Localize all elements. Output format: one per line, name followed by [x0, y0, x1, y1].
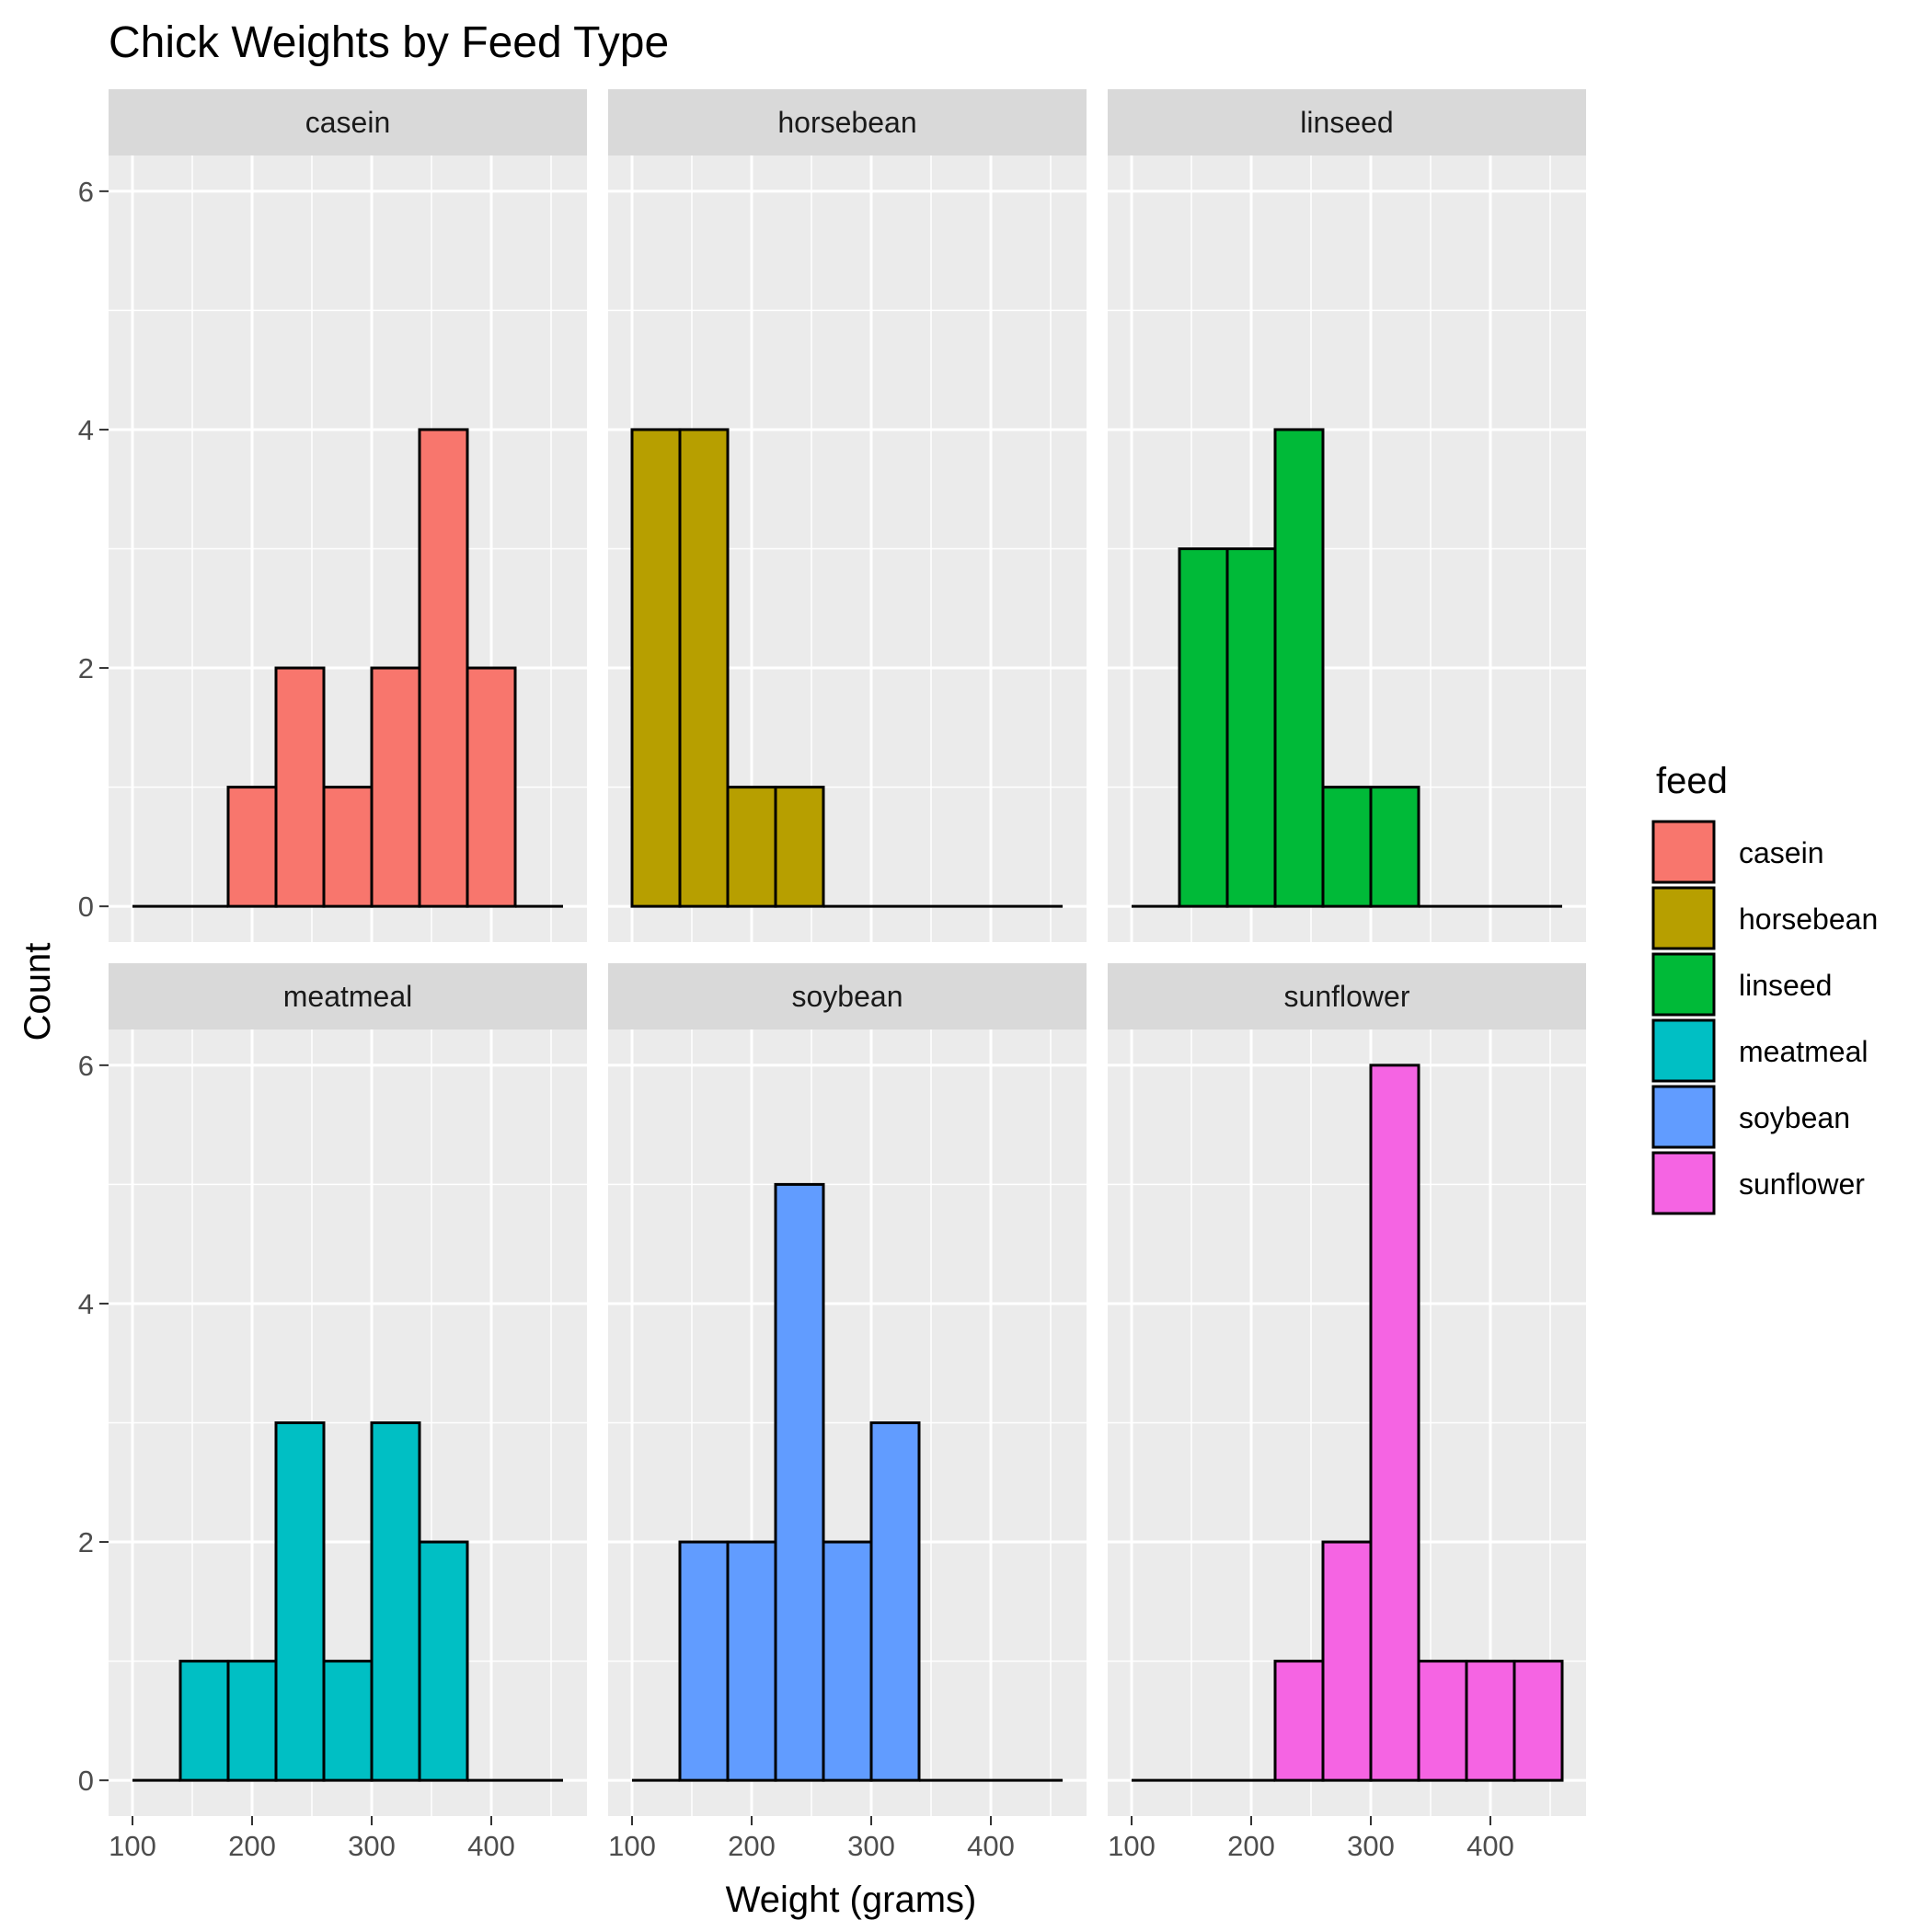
x-tick-labels: 100 200 300 400 100 200 300 400 100 200 300 400	[109, 1816, 1514, 1862]
histogram-bar	[1321, 1540, 1373, 1782]
x-tick-label: 200	[1227, 1830, 1275, 1862]
facet-strip-label: casein	[305, 106, 391, 139]
histogram-bar	[1273, 428, 1325, 908]
histogram-bar	[274, 1421, 326, 1782]
histogram-bar	[774, 1182, 825, 1782]
legend-label-meatmeal: meatmeal	[1739, 1035, 1869, 1068]
legend-label-horsebean: horsebean	[1739, 903, 1878, 936]
histogram-bar	[678, 1540, 730, 1782]
histogram-bar	[1178, 547, 1229, 908]
facet-strip	[1108, 89, 1586, 155]
y-tick-label: 0	[78, 891, 94, 923]
x-tick-label: 300	[348, 1830, 396, 1862]
histogram-bar	[630, 428, 682, 908]
legend-key-soybean	[1651, 1085, 1716, 1149]
histogram-bar	[418, 428, 469, 908]
x-tick-label: 300	[1347, 1830, 1395, 1862]
legend-key-horsebean	[1651, 886, 1716, 950]
histogram-bar	[774, 786, 825, 908]
histogram-bar	[226, 786, 278, 908]
facet-strip	[608, 89, 1087, 155]
x-tick-label: 300	[847, 1830, 895, 1862]
histogram-bar	[1465, 1660, 1516, 1782]
histogram-bar	[678, 428, 730, 908]
histogram-bar	[1225, 547, 1277, 908]
y-tick-label: 2	[78, 1526, 94, 1558]
histogram-bar	[1369, 1064, 1420, 1782]
facet-strip	[109, 89, 587, 155]
histogram-bar	[1512, 1660, 1564, 1782]
y-tick-label: 6	[78, 1050, 94, 1082]
histogram-bar	[1321, 786, 1373, 908]
histogram-bar	[370, 666, 421, 908]
histogram-bar	[322, 786, 374, 908]
histogram-bar	[178, 1660, 230, 1782]
histogram-bar	[1369, 786, 1420, 908]
facet-strip-label: soybean	[792, 980, 903, 1013]
legend-key-sunflower	[1651, 1151, 1716, 1215]
facet-casein: casein	[109, 89, 587, 942]
chart-title: Chick Weights by Feed Type	[109, 18, 669, 67]
y-tick-label: 4	[78, 1288, 94, 1320]
histogram-bar	[274, 666, 326, 908]
x-tick-label: 400	[967, 1830, 1015, 1862]
facet-horsebean: horsebean	[608, 89, 1087, 942]
facet-soybean: soybean	[608, 963, 1087, 1816]
y-tick-labels: 0 2 4 6 0 2 4 6	[78, 176, 109, 1797]
legend-label-linseed: linseed	[1739, 969, 1832, 1002]
x-tick-label: 400	[467, 1830, 515, 1862]
y-tick-label: 4	[78, 414, 94, 446]
facet-strip-label: horsebean	[777, 106, 916, 139]
histogram-bar	[466, 666, 517, 908]
facet-strip	[109, 963, 587, 1029]
legend-label-casein: casein	[1739, 836, 1824, 869]
histogram-bar	[370, 1421, 421, 1782]
x-tick-label: 200	[728, 1830, 776, 1862]
histogram-bar	[418, 1540, 469, 1782]
x-tick-label: 100	[1108, 1830, 1156, 1862]
legend-key-linseed	[1651, 952, 1716, 1017]
facet-strip	[608, 963, 1087, 1029]
facet-strip-label: linseed	[1300, 106, 1393, 139]
x-tick-label: 100	[608, 1830, 656, 1862]
histogram-bar	[726, 786, 777, 908]
facet-linseed: linseed	[1108, 89, 1586, 942]
y-tick-label: 2	[78, 652, 94, 684]
facet-meatmeal: meatmeal	[109, 963, 587, 1816]
histogram-bar	[869, 1421, 921, 1782]
y-tick-label: 6	[78, 176, 94, 208]
facet-panels: casein horsebean linseed meatmeal soybean sun…	[109, 89, 1586, 1816]
legend-key-casein	[1651, 820, 1716, 884]
x-tick-label: 200	[228, 1830, 276, 1862]
histogram-bar	[726, 1540, 777, 1782]
x-tick-label: 100	[109, 1830, 156, 1862]
legend-label-sunflower: sunflower	[1739, 1167, 1865, 1201]
legend-key-meatmeal	[1651, 1018, 1716, 1083]
histogram-bar	[1417, 1660, 1468, 1782]
facet-strip	[1108, 963, 1586, 1029]
facet-strip-label: meatmeal	[283, 980, 413, 1013]
x-tick-label: 400	[1466, 1830, 1514, 1862]
y-axis-title: Count	[17, 943, 58, 1041]
legend-title: feed	[1656, 761, 1728, 801]
x-axis-title: Weight (grams)	[726, 1880, 977, 1920]
histogram-bar	[322, 1660, 374, 1782]
facet-sunflower: sunflower	[1108, 963, 1586, 1816]
histogram-bar	[226, 1660, 278, 1782]
legend-label-soybean: soybean	[1739, 1101, 1850, 1134]
histogram-bar	[1273, 1660, 1325, 1782]
facet-strip-label: sunflower	[1284, 980, 1410, 1013]
y-tick-label: 0	[78, 1765, 94, 1797]
legend: feed casein horsebean linseed meatmeal soybe…	[1651, 761, 1878, 1215]
histogram-bar	[822, 1540, 873, 1782]
